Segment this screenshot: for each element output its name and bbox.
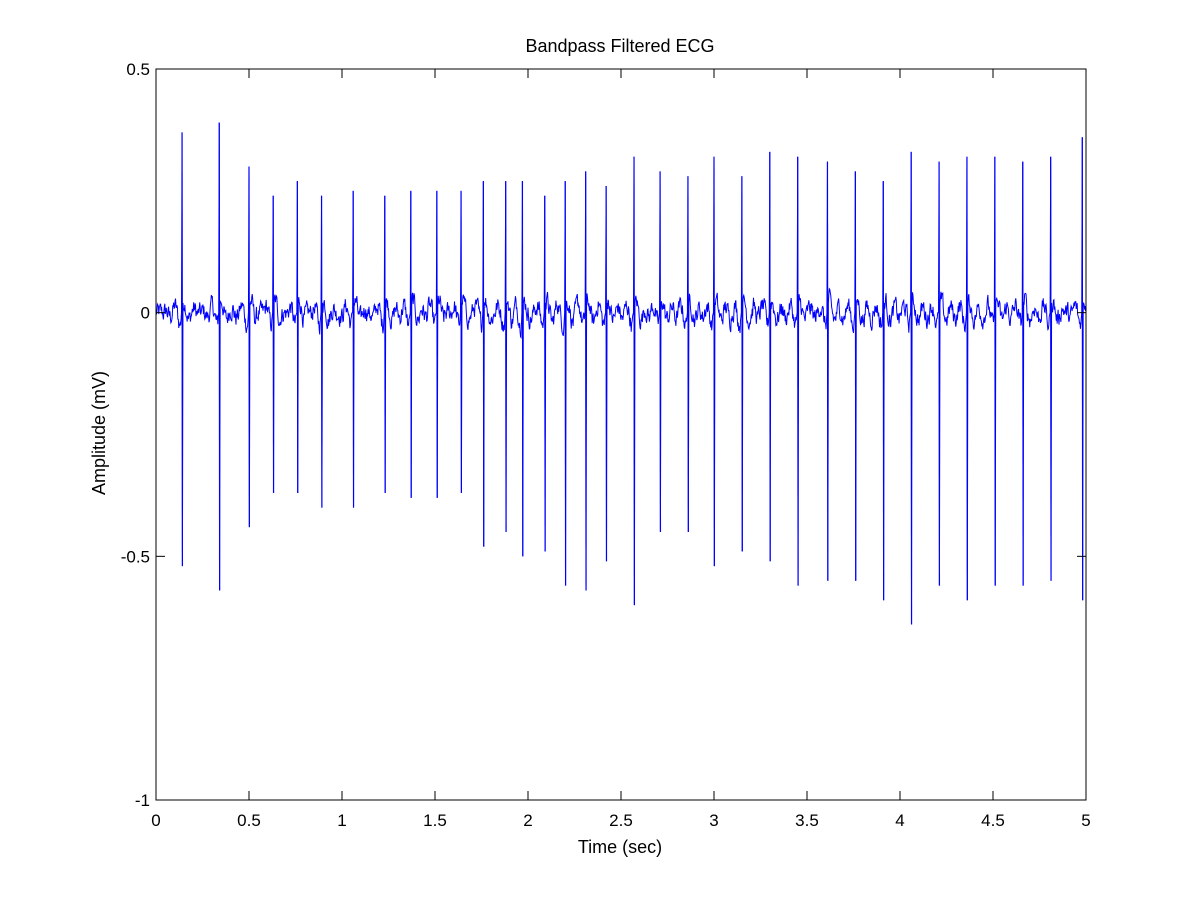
x-tick-label: 1 (337, 811, 346, 830)
y-tick-label: 0.5 (126, 60, 150, 79)
x-tick-label: 4.5 (981, 811, 1005, 830)
x-tick-label: 0.5 (237, 811, 261, 830)
x-tick-label: 3.5 (795, 811, 819, 830)
y-tick-label: -0.5 (121, 547, 150, 566)
x-tick-label: 1.5 (423, 811, 447, 830)
x-tick-label: 0 (151, 811, 160, 830)
y-tick-label: 0 (141, 304, 150, 323)
y-tick-label: -1 (135, 791, 150, 810)
x-axis-label: Time (sec) (578, 837, 662, 857)
plot-area (156, 69, 1086, 800)
x-tick-label: 2.5 (609, 811, 633, 830)
x-tick-label: 4 (895, 811, 904, 830)
chart-title: Bandpass Filtered ECG (525, 36, 714, 56)
x-tick-label: 2 (523, 811, 532, 830)
x-tick-label: 5 (1081, 811, 1090, 830)
x-tick-label: 3 (709, 811, 718, 830)
y-axis-label: Amplitude (mV) (89, 371, 109, 495)
